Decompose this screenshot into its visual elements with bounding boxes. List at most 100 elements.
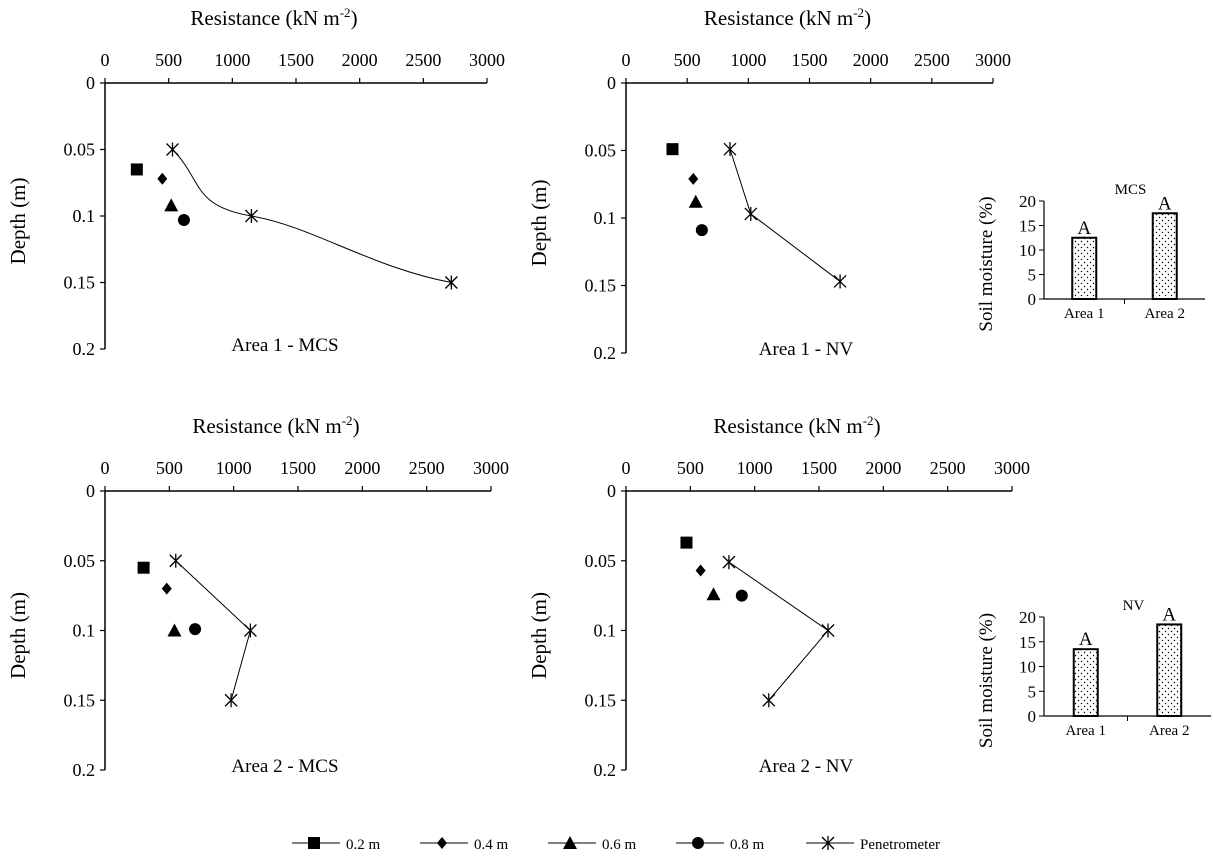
panel-4: 0 500 1000 1500 2000 2500 3000 0 0.05 0.1 0.15 0.2 R… [527, 413, 1030, 780]
x-tick-label: 2000 [344, 458, 380, 478]
data-point-triangle [688, 194, 703, 208]
y-tick-label: 0.05 [585, 551, 617, 571]
data-point-asterisk [821, 623, 835, 638]
inset-y-tick-label: 5 [1028, 682, 1037, 701]
x-tick-label: 3000 [473, 458, 509, 478]
inset-y-axis-label: Soil moisture (%) [976, 613, 997, 748]
legend-item: Penetrometer [806, 836, 940, 853]
data-point-square [130, 163, 143, 176]
y-axis-label: Depth (m) [6, 592, 30, 679]
data-point-asterisk [833, 274, 847, 289]
data-point-diamond [157, 172, 168, 185]
data-point-circle [735, 589, 748, 602]
bar [1071, 236, 1098, 300]
inset-y-tick-label: 0 [1028, 707, 1037, 726]
x-tick-label: 1000 [214, 50, 250, 70]
x-tick-label: 0 [622, 458, 631, 478]
inset-1: 0 5 10 15 20 Soil moisture (%) MCS A Area 1 A Area… [976, 182, 1205, 332]
x-tick-label: 500 [677, 458, 704, 478]
data-point-triangle [706, 587, 721, 601]
inset-x-tick-label: Area 1 [1066, 723, 1106, 739]
x-tick-label: 2500 [930, 458, 966, 478]
inset-title: MCS [1115, 182, 1147, 198]
bar [1156, 623, 1183, 717]
inset-y-tick-label: 5 [1028, 266, 1037, 285]
y-tick-label: 0.1 [73, 206, 96, 226]
x-axis-label: Resistance (kN m-2) [713, 413, 880, 438]
y-tick-label: 0.2 [594, 760, 617, 780]
data-point-square [137, 561, 150, 574]
legend-label: 0.4 m [474, 837, 509, 853]
legend-marker-diamond [437, 837, 447, 849]
data-point-asterisk [166, 142, 179, 157]
data-point-triangle [164, 198, 179, 212]
panel-title: Area 1 - NV [759, 339, 854, 360]
y-axis-label: Depth (m) [527, 592, 551, 679]
legend: 0.2 m 0.4 m 0.6 m 0.8 m Penetrometer [292, 836, 940, 853]
inset-y-tick-label: 20 [1019, 608, 1036, 627]
legend-label: Penetrometer [860, 837, 940, 853]
x-axis-label: Resistance (kN m-2) [704, 5, 871, 30]
depth-profile-panels: 0 500 1000 1500 2000 2500 3000 0 0.05 0.1 0.15 0.2 R… [6, 5, 1030, 780]
y-tick-label: 0 [607, 73, 616, 93]
x-tick-label: 0 [622, 50, 631, 70]
legend-marker-circle [692, 837, 704, 849]
data-point-circle [177, 213, 190, 226]
y-tick-label: 0 [86, 73, 95, 93]
data-point-diamond [688, 172, 699, 185]
data-point-diamond [161, 582, 172, 595]
inset-y-axis-label: Soil moisture (%) [976, 196, 997, 331]
inset-y-tick-label: 15 [1019, 633, 1036, 652]
legend-marker-asterisk [821, 836, 835, 850]
data-point-asterisk [243, 623, 257, 638]
x-tick-label: 2500 [409, 458, 445, 478]
y-tick-label: 0.05 [64, 551, 96, 571]
inset-y-tick-label: 15 [1019, 217, 1036, 236]
y-tick-label: 0.15 [64, 690, 96, 710]
x-tick-label: 2000 [865, 458, 901, 478]
y-tick-label: 0.1 [594, 621, 617, 641]
inset-x-tick-label: Area 2 [1149, 723, 1189, 739]
legend-label: 0.8 m [730, 837, 765, 853]
legend-item: 0.8 m [676, 837, 765, 853]
x-tick-label: 3000 [975, 50, 1011, 70]
soil-moisture-insets: 0 5 10 15 20 Soil moisture (%) MCS A Area 1 A Area… [976, 182, 1211, 748]
x-tick-label: 1000 [730, 50, 766, 70]
y-tick-label: 0.2 [73, 760, 96, 780]
x-tick-label: 1500 [801, 458, 837, 478]
bar [1072, 648, 1099, 717]
y-tick-label: 0.15 [585, 276, 617, 296]
data-point-asterisk [762, 693, 776, 708]
y-tick-label: 0.15 [585, 690, 617, 710]
data-point-square [680, 536, 693, 549]
data-point-triangle [167, 623, 182, 637]
y-axis-label: Depth (m) [527, 180, 551, 267]
panel-title: Area 1 - MCS [231, 335, 338, 356]
x-tick-label: 500 [674, 50, 701, 70]
data-point-asterisk [244, 209, 258, 223]
x-tick-label: 2000 [853, 50, 889, 70]
x-tick-label: 3000 [469, 50, 505, 70]
x-tick-label: 2500 [914, 50, 950, 70]
inset-2: 0 5 10 15 20 Soil moisture (%) NV A Area 1 A Area … [976, 598, 1211, 748]
data-point-asterisk [722, 555, 736, 570]
bar-data-label: A [1158, 193, 1172, 214]
x-tick-label: 3000 [994, 458, 1030, 478]
inset-title: NV [1123, 598, 1145, 614]
inset-x-tick-label: Area 1 [1064, 306, 1104, 322]
penetrometer-line [172, 149, 452, 283]
data-point-asterisk [169, 553, 183, 568]
x-tick-label: 0 [101, 50, 110, 70]
penetrometer-line [728, 561, 829, 701]
x-tick-label: 1000 [737, 458, 773, 478]
bar-data-label: A [1162, 604, 1176, 625]
bar [1151, 212, 1178, 300]
bar-data-label: A [1079, 629, 1093, 650]
panel-title: Area 2 - MCS [231, 756, 338, 777]
bar-data-label: A [1077, 218, 1091, 239]
x-tick-label: 2500 [405, 50, 441, 70]
inset-x-tick-label: Area 2 [1145, 306, 1185, 322]
panel-1: 0 500 1000 1500 2000 2500 3000 0 0.05 0.1 0.15 0.2 R… [6, 5, 505, 359]
y-tick-label: 0.1 [594, 208, 617, 228]
panel-2: 0 500 1000 1500 2000 2500 3000 0 0.05 0.1 0.15 0.2 R… [527, 5, 1011, 363]
